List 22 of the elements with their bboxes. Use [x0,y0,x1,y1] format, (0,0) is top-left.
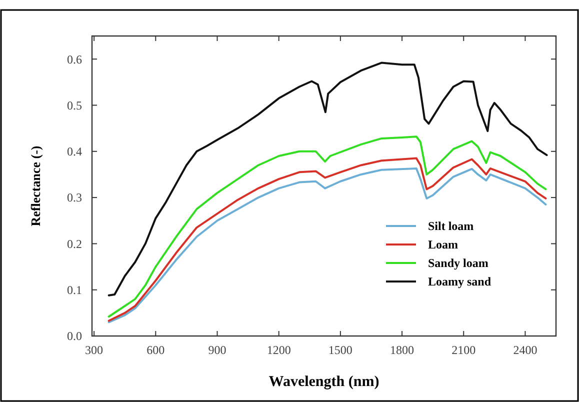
line-series [108,62,548,296]
legend-label: Loam [428,238,458,252]
y-tick-label: 0.0 [67,329,82,344]
y-tick-label: 0.4 [67,144,82,159]
x-tick-label: 300 [85,343,104,357]
legend-label: Silt loam [428,219,474,234]
x-tick-label: 1800 [390,343,414,357]
y-axis-title: Reflectance (-) [28,146,43,226]
y-tick-label: 0.6 [67,52,82,66]
y-tick-label: 0.1 [67,283,82,298]
x-tick-label: 900 [208,343,226,357]
x-tick-label: 2100 [452,343,476,357]
y-tick-label: 0.2 [67,236,82,251]
x-tick-label: 600 [146,343,165,357]
y-tick-label: 0.5 [67,98,82,112]
x-tick-label: 2400 [513,343,538,357]
x-tick-label: 1500 [328,343,352,357]
legend-label: Loamy sand [428,274,492,289]
x-tick-label: 1200 [266,343,291,357]
x-axis-title: Wavelength (nm) [268,374,380,390]
y-tick-label: 0.3 [67,190,82,205]
legend-label: Sandy loam [428,256,488,270]
